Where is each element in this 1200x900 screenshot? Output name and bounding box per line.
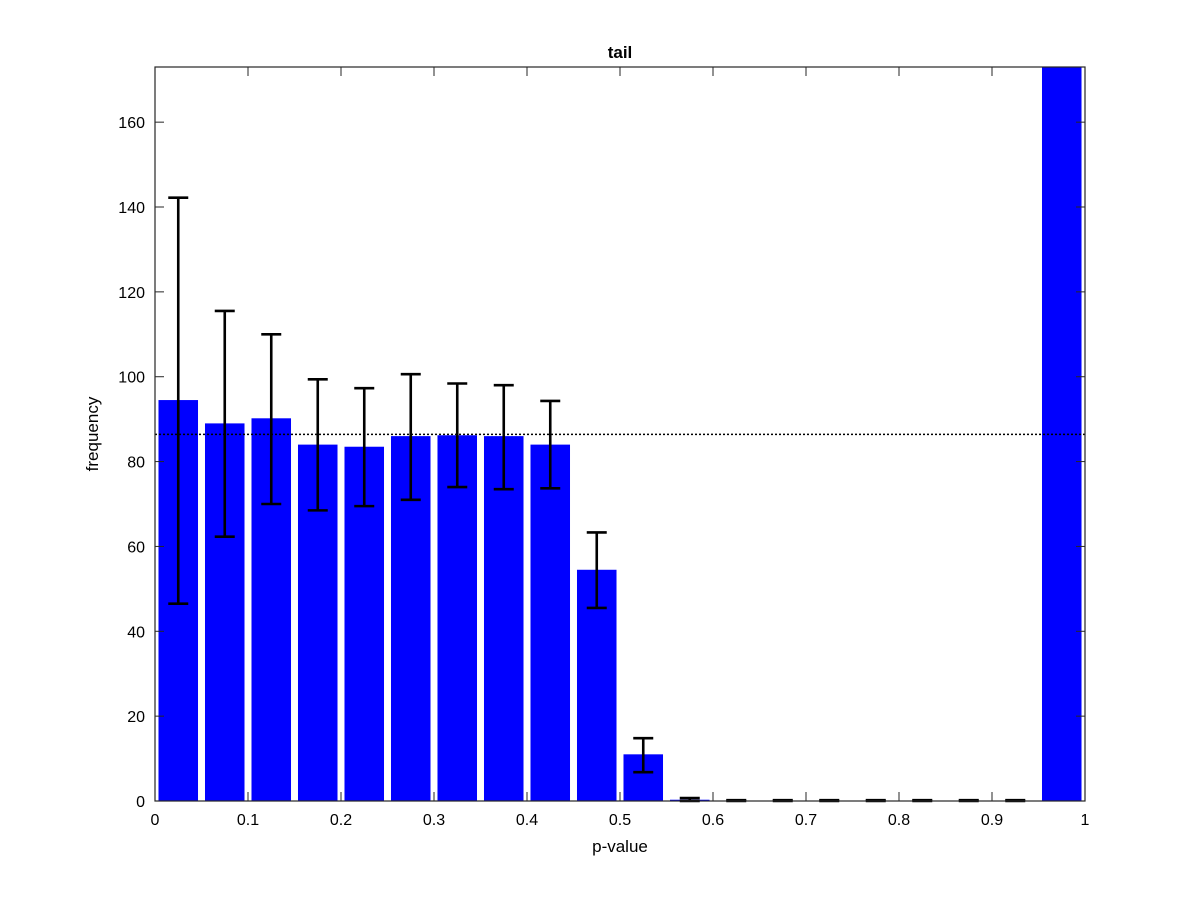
- x-tick-label: 0.7: [795, 812, 817, 829]
- y-tick-label: 0: [136, 794, 145, 811]
- x-tick-label: 0.5: [609, 812, 631, 829]
- y-tick-label: 160: [118, 115, 145, 132]
- bar: [437, 435, 478, 801]
- x-tick-label: 0.3: [423, 812, 445, 829]
- error-bar: [447, 382, 468, 489]
- x-tick-label: 1: [1081, 812, 1090, 829]
- x-tick-label: 0: [151, 812, 160, 829]
- chart-title: tail: [608, 43, 633, 62]
- ticks-layer: 0 0.1 0.2 0.3 0.4 0.5 0.6 0.7 0.8 0.9 1 0 20 40 60 80 10…: [118, 67, 1090, 829]
- y-tick-label: 40: [127, 624, 145, 641]
- error-bar: [354, 386, 375, 508]
- bar: [530, 444, 571, 801]
- error-bar: [400, 372, 421, 502]
- error-bar: [307, 377, 328, 512]
- y-tick-label: 100: [118, 370, 145, 387]
- x-tick-label: 0.8: [888, 812, 910, 829]
- error-bar: [493, 383, 514, 491]
- x-tick-label: 0.2: [330, 812, 352, 829]
- error-bar: [633, 736, 654, 774]
- y-tick-label: 60: [127, 539, 145, 556]
- x-tick-label: 0.9: [981, 812, 1003, 829]
- error-bar: [540, 399, 561, 490]
- x-axis-label: p-value: [592, 837, 648, 856]
- bar: [483, 436, 524, 801]
- bars-layer: [158, 67, 1082, 802]
- error-bar: [261, 332, 282, 506]
- error-bar: [214, 309, 235, 538]
- y-tick-label: 120: [118, 285, 145, 302]
- y-tick-label: 20: [127, 709, 145, 726]
- x-tick-label: 0.1: [237, 812, 259, 829]
- x-tick-label: 0.4: [516, 812, 538, 829]
- x-tick-label: 0.6: [702, 812, 724, 829]
- y-tick-label: 140: [118, 200, 145, 217]
- error-bar: [586, 531, 607, 610]
- y-tick-label: 80: [127, 455, 145, 472]
- y-axis-label: frequency: [83, 396, 102, 471]
- error-bar: [168, 196, 189, 606]
